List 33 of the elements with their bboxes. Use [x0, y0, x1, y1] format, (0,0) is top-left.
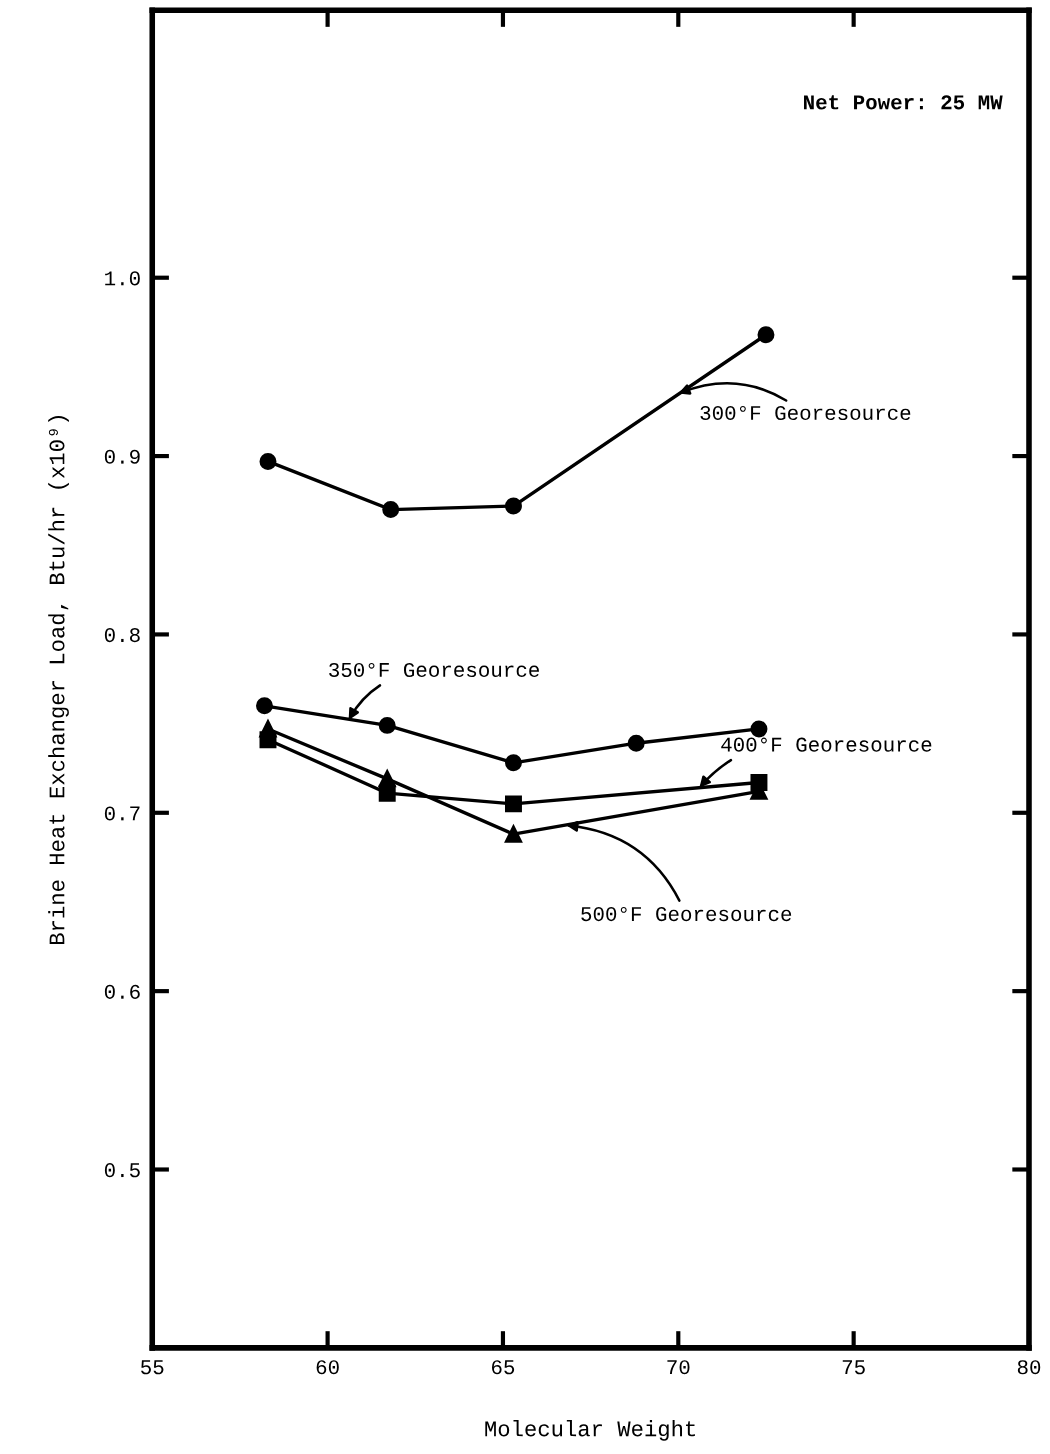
y-tick-label: 1.0 [105, 271, 140, 286]
point [627, 734, 645, 752]
point [757, 326, 775, 344]
point [259, 452, 277, 470]
x-tick-label: 80 [1017, 1360, 1041, 1375]
point [505, 754, 522, 772]
point [378, 716, 396, 734]
x-axis-title: Molecular Weight [485, 1420, 695, 1441]
y-tick-label: 0.6 [104, 984, 140, 999]
annotation: 350°F Georesource [329, 662, 539, 678]
x-tick-label: 65 [491, 1360, 515, 1375]
point [378, 784, 396, 802]
y-axis-title: Brine Heat Exchanger Load, Btu/hr (x10⁹) [48, 416, 69, 944]
point [750, 720, 768, 738]
x-tick-label: 70 [667, 1360, 690, 1375]
annotation: Net Power: 25 MW [804, 95, 1003, 110]
y-tick-label: 0.7 [104, 806, 140, 821]
x-tick-label: 55 [141, 1360, 164, 1375]
point [505, 497, 522, 515]
point [255, 697, 273, 715]
y-tick-label: 0.5 [104, 1163, 140, 1178]
y-tick-label: 0.8 [104, 628, 140, 643]
x-tick-label: 60 [316, 1360, 339, 1375]
point [504, 823, 523, 843]
x-tick-label: 75 [842, 1360, 865, 1375]
y-tick-label: 0.9 [104, 449, 140, 464]
point [378, 770, 396, 788]
point [505, 795, 522, 813]
point [382, 501, 400, 519]
annotation: 500°F Georesource [581, 907, 792, 922]
annotation: 300°F Georesource [700, 405, 911, 421]
point [259, 720, 277, 738]
annotation: 400°F Georesource [721, 737, 932, 752]
